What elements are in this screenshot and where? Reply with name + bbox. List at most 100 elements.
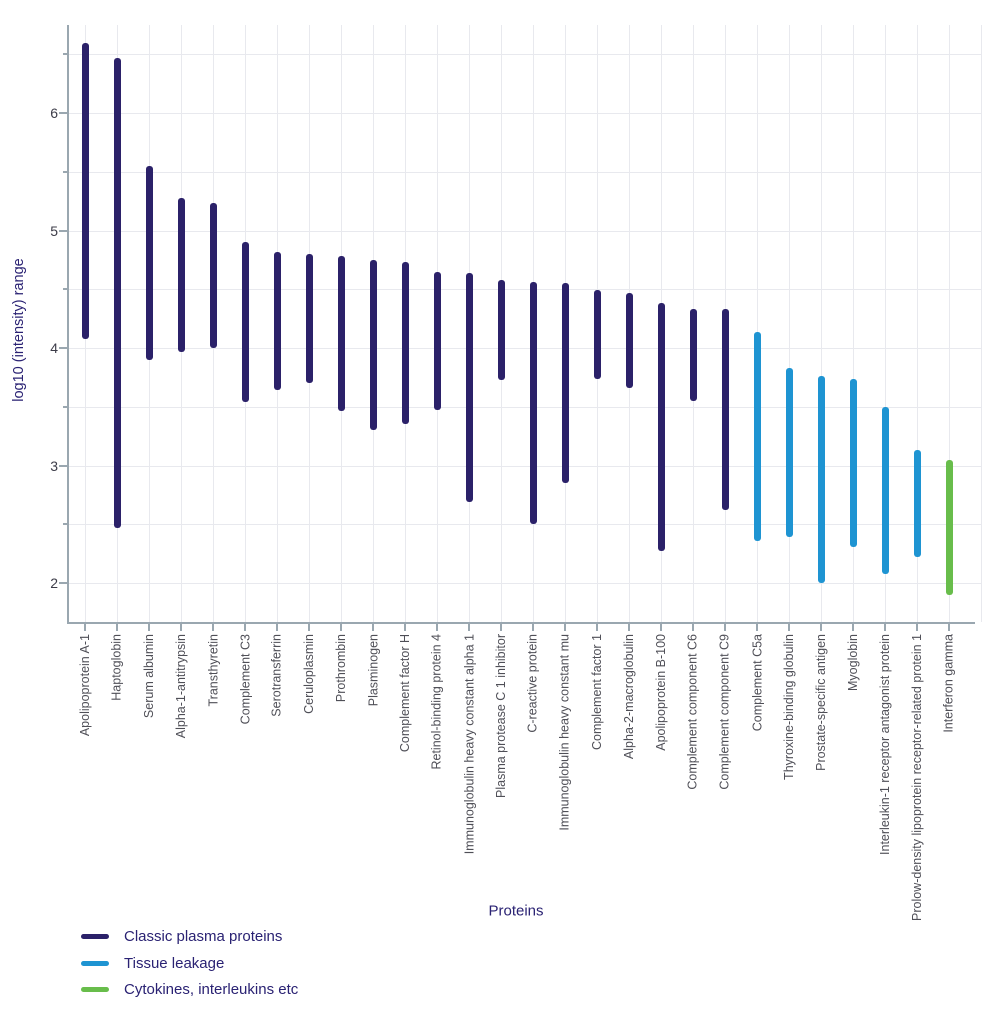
range-bar — [849, 378, 857, 547]
x-tick — [852, 624, 854, 631]
x-tick-label: Apolipoprotein B-100 — [654, 634, 668, 751]
x-tick — [916, 624, 918, 631]
vertical-gridline — [885, 25, 886, 622]
y-major-tick — [59, 112, 67, 114]
x-tick — [372, 624, 374, 631]
range-bar — [689, 309, 697, 401]
x-tick-label: Complement component C9 — [718, 634, 732, 790]
x-axis-title: Proteins — [488, 902, 544, 920]
x-tick-label: Interleukin-1 receptor antagonist protei… — [878, 634, 892, 855]
range-bar — [241, 242, 249, 403]
x-tick-label: C-reactive protein — [526, 634, 540, 733]
range-bar — [113, 57, 121, 528]
vertical-gridline — [789, 25, 790, 622]
range-bar — [401, 262, 409, 425]
x-tick-label: Complement C3 — [238, 634, 252, 725]
range-bar — [465, 272, 473, 502]
x-tick — [564, 624, 566, 631]
y-minor-tick — [63, 523, 67, 526]
y-major-tick — [59, 229, 67, 232]
range-bar — [529, 282, 537, 525]
x-tick — [532, 624, 534, 631]
y-minor-tick — [63, 170, 67, 173]
horizontal-gridline — [69, 406, 981, 408]
range-bar — [177, 197, 185, 352]
x-tick — [116, 624, 118, 631]
range-bar — [785, 367, 793, 538]
range-bar — [625, 292, 633, 388]
y-tick-label: 5 — [50, 222, 58, 239]
range-bar — [497, 279, 505, 380]
x-tick — [820, 624, 822, 631]
x-tick — [84, 624, 86, 631]
x-tick-label: Complement component C6 — [686, 634, 700, 790]
vertical-gridline — [853, 25, 854, 622]
y-axis-line — [67, 25, 69, 624]
x-tick — [276, 624, 278, 631]
range-bar — [593, 290, 601, 379]
range-bar — [721, 309, 729, 511]
x-tick — [628, 624, 630, 631]
legend-label-classic: Classic plasma proteins — [124, 928, 283, 945]
vertical-gridline — [821, 25, 822, 622]
x-tick-label: Thyroxine-binding globulin — [782, 634, 796, 780]
horizontal-gridline — [69, 113, 981, 114]
x-tick — [788, 624, 790, 631]
x-tick-label: Complement factor 1 — [590, 634, 604, 751]
x-tick — [756, 624, 758, 631]
x-tick — [948, 624, 950, 631]
horizontal-gridline — [69, 348, 981, 349]
x-tick — [436, 624, 438, 631]
y-tick-label: 3 — [50, 457, 58, 474]
range-bar — [81, 42, 89, 339]
y-minor-tick — [63, 288, 67, 291]
range-bar — [817, 376, 825, 583]
y-tick-label: 6 — [50, 105, 58, 121]
legend-swatch-classic — [81, 934, 109, 939]
range-bar — [337, 256, 345, 412]
horizontal-gridline — [69, 54, 981, 56]
x-tick-label: Haptoglobin — [110, 634, 124, 701]
legend: Classic plasma proteins Tissue leakage C… — [81, 926, 298, 1006]
range-bar — [881, 406, 889, 574]
x-tick-label: Serotransferrin — [270, 634, 284, 717]
range-bar — [913, 450, 921, 558]
x-tick-label: Transthyretin — [206, 634, 220, 707]
vertical-gridline — [981, 25, 982, 622]
x-tick-label: Prostate-specific antigen — [814, 634, 828, 771]
vertical-gridline — [917, 25, 918, 622]
range-bar — [145, 165, 153, 360]
x-tick-label: Plasma protease C 1 inhibitor — [494, 634, 508, 798]
legend-swatch-cytokine — [81, 987, 109, 992]
y-tick-label: 2 — [50, 575, 58, 591]
x-tick-label: Serum albumin — [142, 634, 156, 719]
x-tick — [180, 624, 182, 631]
x-tick — [500, 624, 502, 631]
horizontal-gridline — [69, 465, 981, 467]
legend-label-tissue: Tissue leakage — [124, 954, 225, 972]
legend-item-cytokines-interleukins: Cytokines, interleukins etc — [81, 979, 298, 1000]
y-minor-tick — [63, 53, 67, 56]
range-bar — [209, 203, 217, 348]
range-bar — [433, 271, 441, 411]
vertical-gridline — [757, 25, 758, 622]
y-major-tick — [59, 582, 67, 584]
legend-label-cytokine: Cytokines, interleukins etc — [124, 981, 299, 998]
x-tick-label: Ceruloplasmin — [302, 634, 316, 714]
legend-item-tissue-leakage: Tissue leakage — [81, 953, 298, 974]
x-tick-label: Immunoglobulin heavy constant alpha 1 — [462, 634, 476, 855]
y-minor-tick — [63, 405, 67, 408]
range-bar — [945, 459, 953, 595]
horizontal-gridline — [69, 524, 981, 526]
range-bar — [305, 254, 313, 384]
x-tick — [660, 624, 662, 631]
horizontal-gridline — [69, 583, 981, 584]
x-tick-label: Alpha-1-antitrypsin — [174, 634, 188, 739]
x-tick — [404, 624, 406, 631]
legend-swatch-tissue — [81, 960, 109, 966]
x-tick-label: Alpha-2-macroglobulin — [622, 634, 636, 760]
x-tick — [340, 624, 342, 631]
horizontal-gridline — [69, 171, 981, 173]
y-major-tick — [59, 464, 67, 467]
